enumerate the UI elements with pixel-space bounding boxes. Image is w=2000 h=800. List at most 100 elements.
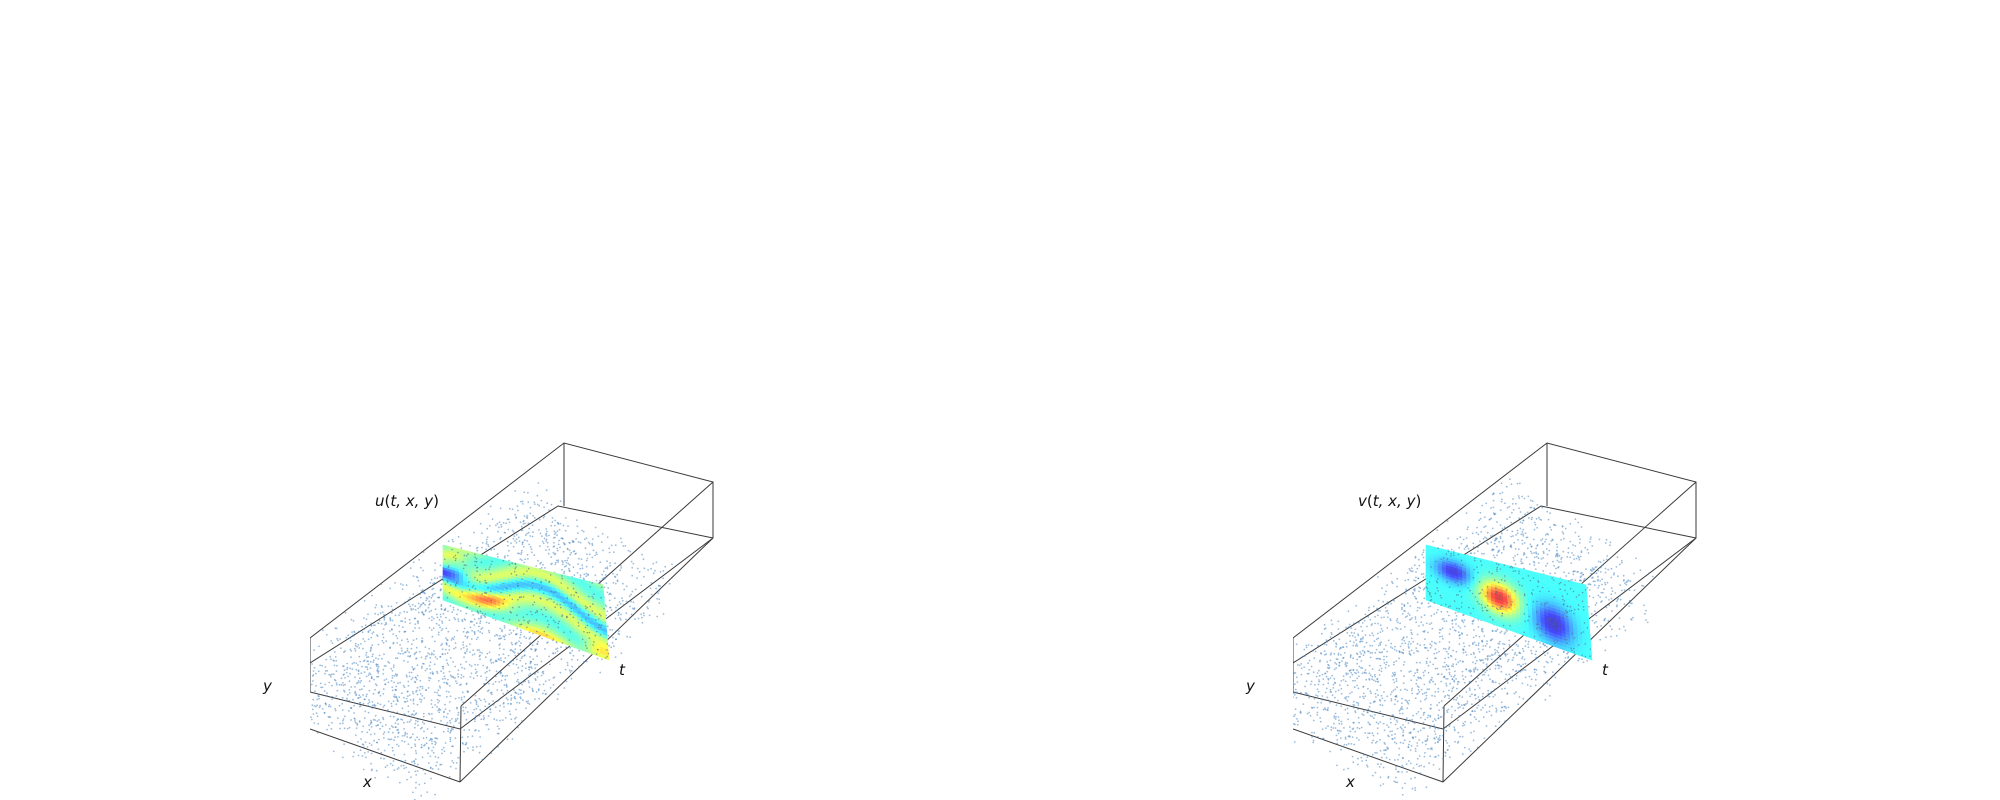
collocation-point	[456, 629, 459, 632]
collocation-point	[531, 613, 533, 616]
collocation-point	[1427, 664, 1430, 667]
collocation-point	[489, 525, 491, 527]
collocation-point	[1503, 709, 1505, 712]
collocation-point	[470, 665, 473, 667]
collocation-point	[408, 771, 410, 773]
collocation-point	[373, 678, 375, 681]
collocation-point	[1359, 655, 1361, 658]
collocation-point	[488, 703, 491, 705]
collocation-point	[1487, 692, 1490, 695]
collocation-point	[1494, 648, 1496, 651]
collocation-point	[570, 677, 573, 680]
collocation-point	[619, 603, 622, 605]
collocation-point	[1361, 672, 1364, 675]
collocation-point	[1651, 575, 1654, 578]
collocation-point	[1448, 745, 1451, 747]
collocation-point	[1345, 744, 1348, 746]
collocation-point	[457, 551, 459, 554]
collocation-point	[1393, 741, 1396, 744]
collocation-point	[404, 617, 407, 620]
collocation-point	[1492, 534, 1494, 537]
collocation-point	[1451, 690, 1453, 693]
collocation-point	[504, 657, 507, 659]
collocation-point	[642, 558, 645, 561]
collocation-point	[1361, 713, 1364, 715]
collocation-point	[480, 628, 483, 630]
collocation-point	[511, 598, 514, 601]
collocation-point	[428, 679, 431, 682]
collocation-point	[1440, 610, 1443, 613]
collocation-point	[1570, 562, 1573, 564]
collocation-point	[1500, 725, 1502, 728]
collocation-point	[519, 558, 522, 561]
collocation-point	[348, 689, 351, 691]
collocation-point	[500, 671, 502, 674]
collocation-point	[1503, 632, 1506, 635]
collocation-point	[511, 643, 514, 646]
collocation-point	[353, 630, 356, 633]
collocation-point	[374, 688, 376, 691]
collocation-point	[1462, 621, 1465, 624]
collocation-point	[414, 609, 417, 611]
collocation-point	[340, 677, 343, 680]
collocation-point	[1404, 699, 1407, 702]
collocation-point	[1522, 663, 1525, 666]
collocation-point	[1435, 652, 1438, 654]
collocation-point	[604, 657, 607, 659]
collocation-point	[1480, 709, 1482, 711]
collocation-point	[534, 663, 536, 666]
collocation-point	[650, 567, 652, 570]
collocation-point	[507, 544, 509, 547]
collocation-point	[375, 725, 378, 727]
collocation-point	[465, 564, 467, 567]
collocation-point	[418, 650, 421, 653]
collocation-point	[606, 560, 608, 563]
collocation-point	[429, 661, 432, 664]
collocation-point	[552, 537, 555, 539]
collocation-point	[1333, 652, 1336, 655]
collocation-point	[495, 659, 497, 662]
collocation-point	[1385, 655, 1388, 658]
collocation-point	[346, 662, 349, 665]
collocation-point	[493, 540, 495, 543]
collocation-point	[454, 559, 457, 562]
collocation-point	[431, 616, 433, 618]
collocation-point	[390, 705, 393, 707]
collocation-point	[1519, 511, 1522, 513]
collocation-point	[1500, 701, 1503, 704]
collocation-point	[465, 718, 468, 721]
collocation-point	[1416, 745, 1419, 747]
collocation-point	[1442, 665, 1444, 668]
collocation-point	[556, 521, 559, 524]
collocation-point	[606, 566, 609, 568]
collocation-point	[544, 693, 547, 695]
collocation-point	[507, 528, 510, 531]
collocation-point	[501, 674, 504, 677]
collocation-point	[1512, 509, 1515, 511]
collocation-point	[412, 764, 415, 767]
collocation-point	[520, 525, 523, 528]
collocation-point	[574, 553, 577, 555]
collocation-point	[520, 529, 523, 532]
collocation-point	[599, 561, 602, 564]
collocation-point	[331, 695, 334, 698]
collocation-point	[307, 663, 309, 665]
collocation-point	[1458, 695, 1461, 697]
collocation-point	[475, 715, 477, 717]
collocation-point	[321, 664, 323, 667]
collocation-point	[464, 652, 466, 654]
collocation-point	[579, 576, 582, 578]
collocation-point	[597, 648, 599, 651]
collocation-point	[310, 683, 313, 686]
collocation-point	[594, 526, 597, 529]
collocation-point	[383, 618, 386, 621]
collocation-point	[1492, 695, 1495, 698]
collocation-point	[1471, 693, 1473, 696]
collocation-point	[1395, 660, 1398, 662]
slice-heatmap-u	[442, 544, 610, 661]
collocation-point	[522, 691, 525, 694]
collocation-point	[481, 632, 484, 635]
collocation-point	[454, 697, 457, 700]
collocation-point	[387, 709, 389, 711]
collocation-point	[1357, 702, 1360, 705]
